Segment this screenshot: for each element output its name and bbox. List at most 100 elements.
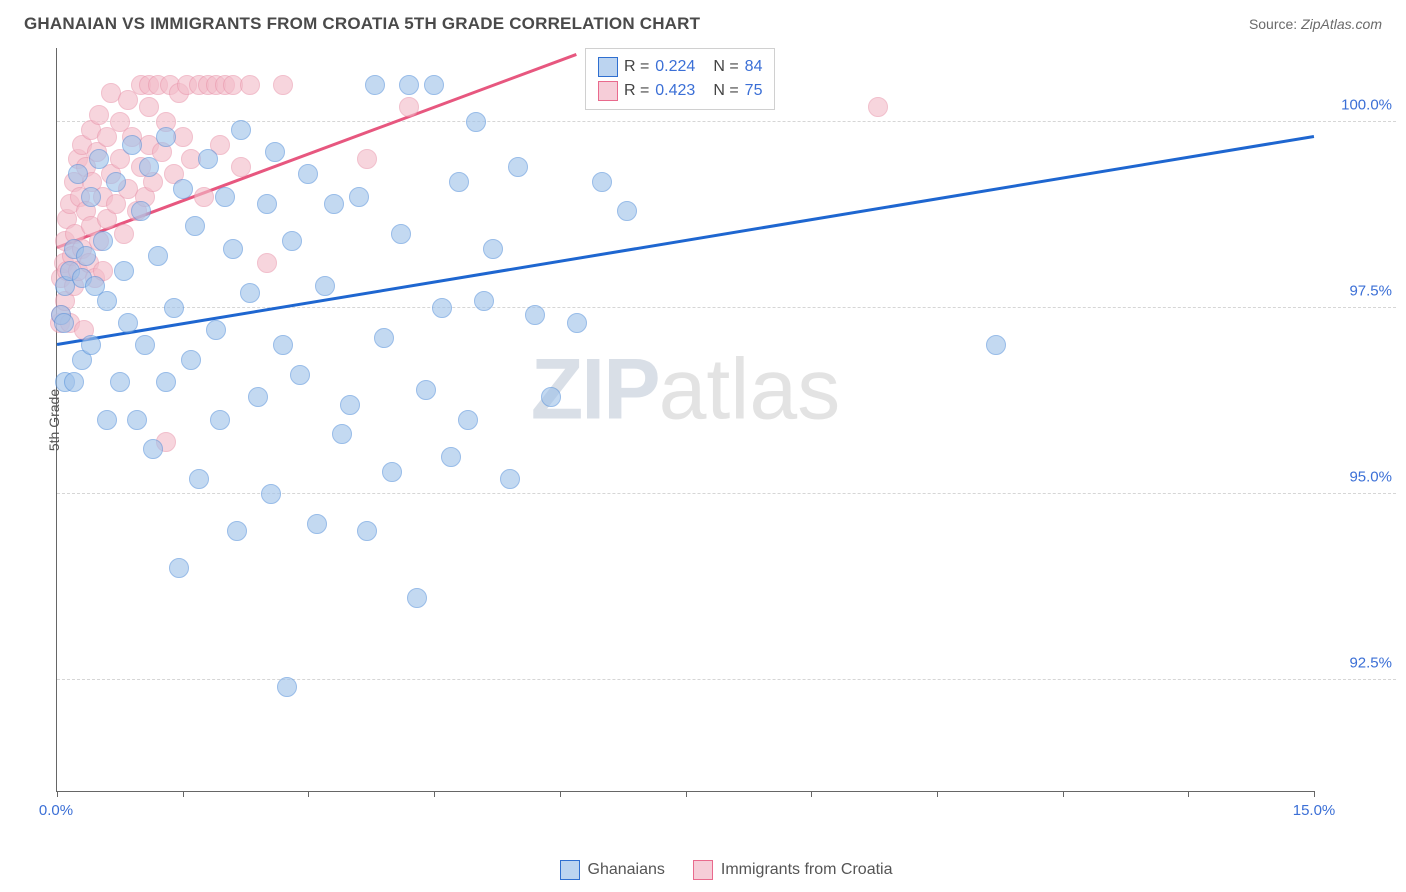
data-point-croatia: [240, 75, 260, 95]
x-min-label: 0.0%: [39, 802, 73, 819]
data-point-ghanaians: [290, 365, 310, 385]
data-point-croatia: [231, 157, 251, 177]
data-point-ghanaians: [315, 276, 335, 296]
data-point-croatia: [868, 97, 888, 117]
data-point-ghanaians: [139, 157, 159, 177]
data-point-ghanaians: [592, 172, 612, 192]
data-point-ghanaians: [567, 313, 587, 333]
data-point-ghanaians: [156, 372, 176, 392]
data-point-ghanaians: [986, 335, 1006, 355]
data-point-ghanaians: [135, 335, 155, 355]
x-tick: [1314, 791, 1315, 797]
data-point-ghanaians: [257, 194, 277, 214]
data-point-ghanaians: [97, 410, 117, 430]
data-point-ghanaians: [508, 157, 528, 177]
data-point-ghanaians: [349, 187, 369, 207]
data-point-ghanaians: [416, 380, 436, 400]
r-value: 0.423: [655, 82, 695, 100]
data-point-croatia: [89, 105, 109, 125]
x-axis-labels: 0.0% 15.0%: [56, 802, 1314, 822]
data-point-ghanaians: [399, 75, 419, 95]
data-point-ghanaians: [282, 231, 302, 251]
data-point-ghanaians: [227, 521, 247, 541]
y-tick-label: 100.0%: [1341, 97, 1392, 114]
data-point-ghanaians: [307, 514, 327, 534]
data-point-ghanaians: [474, 291, 494, 311]
data-point-ghanaians: [81, 187, 101, 207]
y-tick-label: 92.5%: [1349, 654, 1392, 671]
data-point-ghanaians: [273, 335, 293, 355]
chart-title: GHANAIAN VS IMMIGRANTS FROM CROATIA 5TH …: [24, 14, 700, 34]
data-point-ghanaians: [54, 313, 74, 333]
source-attribution: Source: ZipAtlas.com: [1249, 16, 1382, 32]
data-point-ghanaians: [210, 410, 230, 430]
data-point-ghanaians: [340, 395, 360, 415]
data-point-ghanaians: [240, 283, 260, 303]
data-point-ghanaians: [156, 127, 176, 147]
data-point-ghanaians: [424, 75, 444, 95]
data-point-croatia: [114, 224, 134, 244]
legend-swatch: [560, 860, 580, 880]
data-point-ghanaians: [541, 387, 561, 407]
n-label: N =: [713, 82, 738, 100]
legend-swatch: [598, 81, 618, 101]
y-axis-label: 5th Grade: [46, 388, 62, 450]
data-point-ghanaians: [114, 261, 134, 281]
data-point-ghanaians: [68, 164, 88, 184]
data-point-ghanaians: [458, 410, 478, 430]
n-value: 75: [745, 82, 763, 100]
x-tick: [434, 791, 435, 797]
watermark: ZIPatlas: [531, 340, 840, 439]
source-value: ZipAtlas.com: [1301, 16, 1382, 32]
data-point-ghanaians: [357, 521, 377, 541]
data-point-ghanaians: [617, 201, 637, 221]
data-point-ghanaians: [127, 410, 147, 430]
data-point-ghanaians: [97, 291, 117, 311]
n-label: N =: [713, 58, 738, 76]
data-point-ghanaians: [365, 75, 385, 95]
gridline: [57, 121, 1396, 122]
legend-swatch: [598, 57, 618, 77]
data-point-ghanaians: [324, 194, 344, 214]
legend-item: Immigrants from Croatia: [693, 860, 893, 880]
data-point-ghanaians: [198, 149, 218, 169]
watermark-atlas: atlas: [659, 341, 841, 437]
x-tick: [1188, 791, 1189, 797]
legend-item: Ghanaians: [560, 860, 665, 880]
x-tick: [560, 791, 561, 797]
data-point-ghanaians: [173, 179, 193, 199]
data-point-ghanaians: [181, 350, 201, 370]
y-tick-label: 97.5%: [1349, 283, 1392, 300]
data-point-ghanaians: [374, 328, 394, 348]
data-point-ghanaians: [110, 372, 130, 392]
x-tick: [308, 791, 309, 797]
gridline: [57, 307, 1396, 308]
data-point-croatia: [273, 75, 293, 95]
data-point-ghanaians: [231, 120, 251, 140]
legend-label: Immigrants from Croatia: [721, 861, 893, 879]
data-point-ghanaians: [118, 313, 138, 333]
data-point-ghanaians: [106, 172, 126, 192]
data-point-ghanaians: [164, 298, 184, 318]
data-point-ghanaians: [298, 164, 318, 184]
legend-label: Ghanaians: [588, 861, 665, 879]
data-point-ghanaians: [131, 201, 151, 221]
data-point-ghanaians: [265, 142, 285, 162]
data-point-croatia: [357, 149, 377, 169]
data-point-ghanaians: [407, 588, 427, 608]
n-value: 84: [745, 58, 763, 76]
data-point-ghanaians: [525, 305, 545, 325]
data-point-ghanaians: [215, 187, 235, 207]
x-tick: [1063, 791, 1064, 797]
legend-swatch: [693, 860, 713, 880]
gridline: [57, 493, 1396, 494]
data-point-croatia: [257, 253, 277, 273]
data-point-ghanaians: [143, 439, 163, 459]
legend-stat-row: R =0.423N =75: [598, 79, 763, 103]
x-tick: [183, 791, 184, 797]
y-tick-label: 95.0%: [1349, 468, 1392, 485]
data-point-ghanaians: [277, 677, 297, 697]
x-max-label: 15.0%: [1293, 802, 1336, 819]
legend-stat-row: R =0.224N =84: [598, 55, 763, 79]
data-point-ghanaians: [76, 246, 96, 266]
